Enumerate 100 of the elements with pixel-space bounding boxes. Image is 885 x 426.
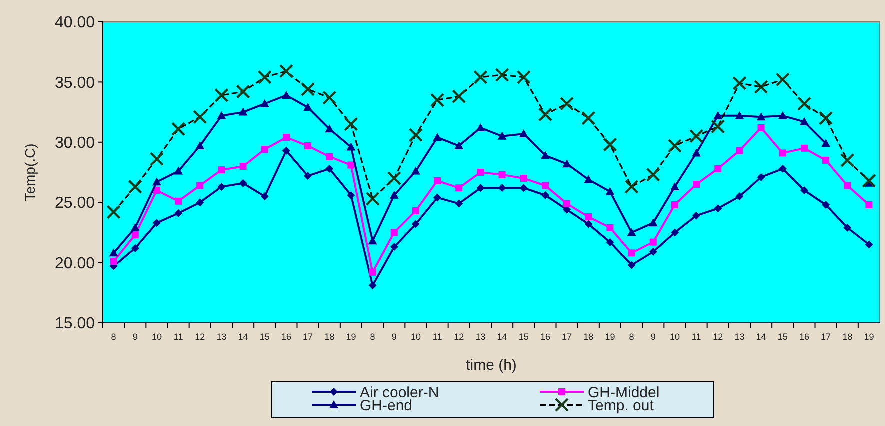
point: [800, 186, 808, 195]
point: [844, 182, 852, 190]
x-tick-label: 13: [734, 332, 745, 342]
point: [584, 220, 593, 228]
point: [692, 212, 701, 220]
point: [498, 184, 506, 192]
x-tick-label: 18: [324, 332, 335, 342]
point: [132, 232, 139, 239]
point: [282, 146, 290, 155]
point: [130, 223, 140, 232]
point: [606, 238, 614, 246]
point: [433, 133, 442, 142]
point: [455, 200, 464, 208]
point: [606, 224, 614, 232]
point: [434, 194, 442, 202]
point: [520, 184, 528, 192]
point: [670, 182, 680, 190]
point: [564, 200, 571, 208]
point: [866, 202, 873, 209]
x-tick-label: 18: [842, 332, 853, 342]
x-tick-label: 9: [132, 332, 138, 342]
point: [240, 162, 247, 170]
x-tick-label: 15: [778, 332, 788, 342]
point: [434, 177, 442, 184]
x-tick-label: 8: [629, 332, 634, 342]
point: [778, 164, 787, 173]
point: [260, 99, 270, 108]
point: [109, 248, 118, 257]
x-tick-label: 19: [864, 332, 874, 342]
point: [239, 179, 248, 188]
point: [735, 111, 744, 120]
point: [778, 111, 788, 120]
x-tick-label: 17: [303, 332, 314, 342]
point: [152, 178, 162, 186]
point: [174, 166, 184, 175]
point: [412, 220, 420, 228]
point: [368, 282, 377, 290]
point: [671, 202, 678, 209]
point: [218, 182, 226, 191]
x-tick-label: 19: [605, 332, 616, 342]
y-tick-label: 35.00: [54, 74, 96, 92]
x-tick-label: 10: [410, 332, 421, 342]
point: [174, 209, 183, 218]
point: [304, 142, 312, 150]
point: [346, 142, 356, 151]
x-tick-label: 12: [454, 332, 464, 342]
point: [736, 192, 744, 201]
point: [800, 117, 809, 126]
x-tick-label: 14: [497, 332, 508, 342]
x-tick-label: 11: [174, 332, 184, 342]
point: [196, 142, 205, 150]
point: [757, 173, 766, 182]
point: [456, 184, 463, 192]
point: [562, 160, 572, 168]
point: [131, 244, 140, 252]
point: [390, 229, 398, 236]
x-tick-label: 15: [260, 332, 270, 342]
x-axis-title: time (h): [466, 357, 517, 374]
point: [282, 134, 290, 142]
point: [714, 165, 722, 172]
point: [326, 164, 334, 173]
point: [110, 258, 118, 266]
point: [822, 156, 830, 164]
point: [606, 187, 615, 196]
point: [628, 250, 636, 257]
y-axis-title: Temp(.C): [22, 144, 38, 202]
x-tick-label: 12: [195, 332, 206, 342]
point: [822, 201, 830, 210]
y-tick-label: 15.00: [54, 316, 96, 333]
x-tick-label: 9: [650, 332, 656, 342]
point: [454, 142, 464, 150]
point: [411, 166, 420, 175]
point: [714, 111, 723, 120]
point: [692, 148, 702, 157]
y-tick-label: 40.00: [54, 14, 96, 32]
point: [260, 192, 269, 201]
x-tick-label: 11: [432, 332, 442, 342]
x-tick-label: 17: [821, 332, 832, 342]
point: [822, 139, 831, 148]
point: [476, 123, 486, 132]
point: [865, 240, 874, 249]
point: [217, 111, 226, 120]
point: [238, 108, 248, 116]
point: [175, 198, 182, 205]
point: [369, 268, 376, 276]
y-tick-label: 25.00: [54, 195, 96, 212]
point: [325, 124, 334, 133]
point: [282, 90, 291, 99]
point: [542, 182, 549, 190]
x-tick-label: 16: [281, 332, 292, 342]
x-tick-label: 17: [562, 332, 572, 342]
x-tick-label: 9: [392, 332, 397, 342]
point: [800, 144, 808, 152]
point: [368, 236, 378, 245]
point: [152, 219, 161, 228]
point: [347, 191, 356, 200]
point: [348, 162, 355, 169]
point: [218, 166, 226, 174]
point: [326, 153, 334, 160]
point: [541, 191, 550, 200]
